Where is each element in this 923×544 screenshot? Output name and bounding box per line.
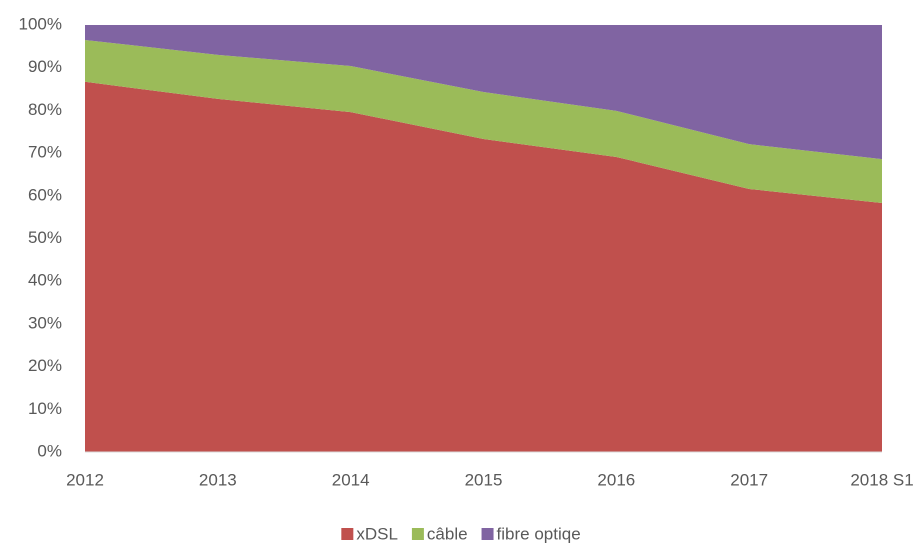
y-tick-label: 0% [37,441,62,460]
legend-label: xDSL [356,524,398,543]
y-tick-label: 30% [28,313,62,332]
legend-label: câble [427,524,468,543]
legend-label: fibre optiqe [497,524,581,543]
legend-swatch [341,528,354,540]
x-tick-label: 2015 [465,470,503,489]
y-tick-label: 20% [28,356,62,375]
area [85,81,882,452]
area [85,25,882,160]
x-tick-label: 2012 [66,470,104,489]
y-tick-label: 100% [19,14,62,33]
x-tick-label: 2017 [730,470,768,489]
legend-swatch [411,528,424,540]
y-tick-label: 10% [28,399,62,418]
y-tick-label: 80% [28,100,62,119]
x-tick-label: 2016 [597,470,635,489]
x-tick-label: 2014 [332,470,370,489]
y-tick-label: 40% [28,271,62,290]
y-tick-label: 60% [28,185,62,204]
y-tick-label: 70% [28,143,62,162]
y-tick-label: 50% [28,228,62,247]
x-tick-label: 2013 [199,470,237,489]
y-tick-label: 90% [28,57,62,76]
x-tick-label: 2018 S1 [850,470,913,489]
area [85,39,882,204]
legend: xDSL câble fibre optiqe [341,524,581,543]
legend-swatch [481,528,494,540]
